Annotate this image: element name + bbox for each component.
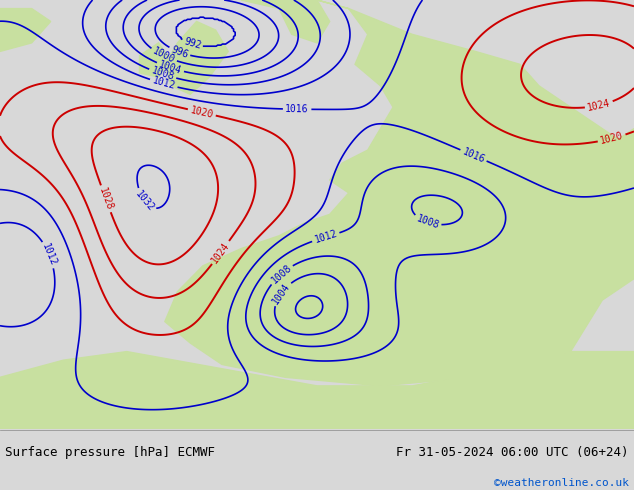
Text: ©weatheronline.co.uk: ©weatheronline.co.uk — [494, 478, 629, 488]
Text: 1012: 1012 — [40, 242, 58, 268]
Text: 1016: 1016 — [461, 146, 486, 165]
Text: 1024: 1024 — [210, 240, 231, 265]
Polygon shape — [323, 279, 349, 292]
Polygon shape — [165, 22, 228, 94]
Text: 1000: 1000 — [151, 46, 176, 65]
Text: 1032: 1032 — [133, 189, 156, 213]
Polygon shape — [139, 43, 171, 77]
Text: 1012: 1012 — [151, 75, 176, 92]
Text: Surface pressure [hPa] ECMWF: Surface pressure [hPa] ECMWF — [5, 445, 215, 459]
Text: 1020: 1020 — [189, 105, 214, 120]
Text: 1008: 1008 — [415, 214, 440, 231]
Text: Fr 31-05-2024 06:00 UTC (06+24): Fr 31-05-2024 06:00 UTC (06+24) — [396, 445, 629, 459]
Text: 1008: 1008 — [269, 263, 294, 286]
Polygon shape — [279, 0, 330, 43]
Polygon shape — [0, 8, 51, 51]
Text: 992: 992 — [183, 37, 202, 51]
Text: 1004: 1004 — [271, 281, 292, 306]
Text: 1008: 1008 — [150, 66, 175, 82]
Polygon shape — [165, 0, 634, 386]
Text: 1016: 1016 — [285, 104, 309, 114]
Text: 1004: 1004 — [157, 59, 183, 76]
Text: 1028: 1028 — [97, 186, 115, 212]
Text: 1024: 1024 — [586, 98, 612, 113]
Text: 1020: 1020 — [599, 131, 624, 146]
Polygon shape — [0, 352, 634, 429]
Text: 996: 996 — [169, 44, 190, 60]
Text: 1012: 1012 — [313, 229, 339, 245]
Polygon shape — [590, 129, 634, 279]
